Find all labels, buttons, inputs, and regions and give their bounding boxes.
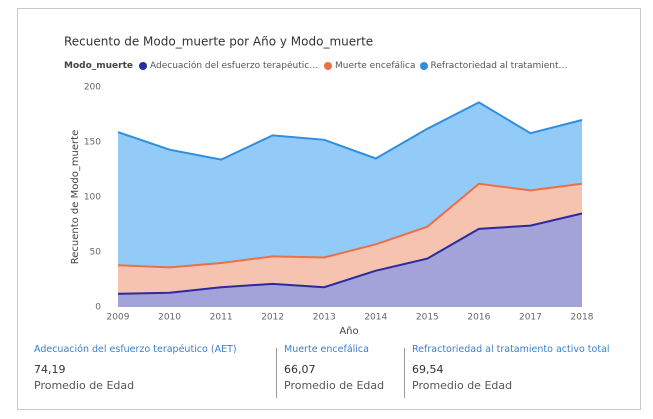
legend-item: Refractoriedad al tratamiento activo tot… [419,61,569,71]
kpi-card: Muerte encefálica 66,07 Promedio de Edad [284,344,384,402]
x-tick-label: 2015 [416,313,439,323]
legend-label: Refractoriedad al tratamiento activo tot… [430,61,569,71]
kpi-card: Adecuación del esfuerzo terapéutico (AET… [34,344,237,402]
legend-label: Adecuación del esfuerzo terapéutico (AET… [150,61,320,71]
kpi-value: 69,54 [412,363,444,376]
area-line [117,101,583,161]
kpi-value: 66,07 [284,363,316,376]
legend-title: Modo_muerte [64,61,133,71]
y-tick-label: 200 [84,83,101,93]
x-tick-label: 2010 [158,313,181,323]
area [118,102,582,268]
legend-swatch [419,62,428,70]
legend-swatch [139,62,147,70]
kpi-label: Promedio de Edad [34,379,135,392]
x-tick-label: 2014 [364,313,387,323]
y-axis-label: Recuento de Modo_muerte [70,130,81,265]
x-tick-label: 2016 [467,313,490,323]
legend-item: Muerte encefálica [324,61,416,71]
x-tick-label: 2017 [519,313,542,323]
kpi-title: Adecuación del esfuerzo terapéutico (AET… [34,344,237,355]
x-axis-label: Año [339,326,358,337]
legend: Modo_muerte Adecuación del esfuerzo tera… [64,59,573,73]
y-tick-label: 150 [84,138,101,148]
card-divider [404,348,405,398]
area-line [117,182,583,269]
kpi-label: Promedio de Edad [412,379,513,392]
y-tick-label: 100 [84,193,101,203]
x-tick-label: 2011 [210,313,233,323]
legend-swatch [324,62,332,70]
y-tick-label: 50 [90,248,102,258]
legend-item: Adecuación del esfuerzo terapéutico (AET… [139,61,320,71]
kpi-value: 74,19 [34,363,66,376]
x-tick-label: 2012 [261,313,284,323]
chart-title: Recuento de Modo_muerte por Año y Modo_m… [64,35,373,49]
area [118,183,582,294]
kpi-card: Refractoriedad al tratamiento activo tot… [412,344,610,402]
x-tick-label: 2018 [571,313,594,323]
kpi-title: Muerte encefálica [284,344,369,355]
kpi-title: Refractoriedad al tratamiento activo tot… [412,344,610,355]
y-tick-label: 0 [95,303,101,313]
legend-label: Muerte encefálica [335,61,416,71]
x-tick-label: 2013 [313,313,336,323]
card-divider [276,348,277,398]
x-tick-label: 2009 [107,313,130,323]
visual-frame [17,8,641,410]
kpi-label: Promedio de Edad [284,379,385,392]
area-line [117,212,583,295]
